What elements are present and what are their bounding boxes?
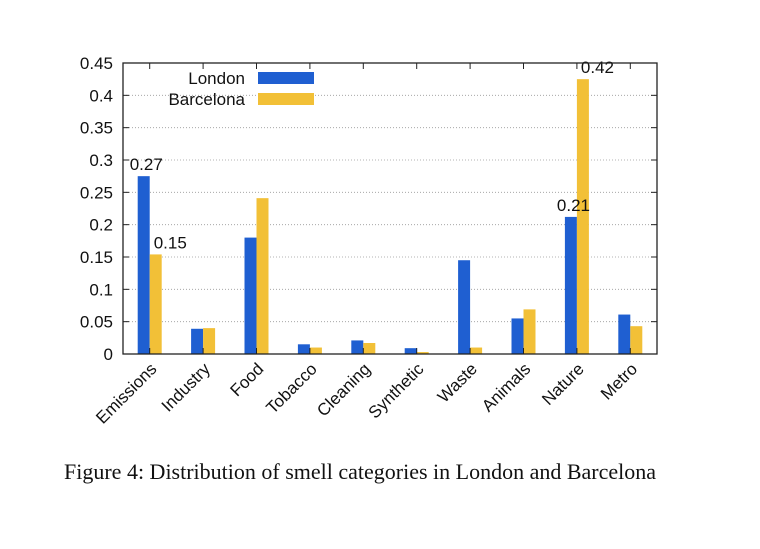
bar-london-synthetic — [404, 348, 417, 354]
x-tick-label: Synthetic — [365, 359, 428, 422]
legend-label: London — [188, 69, 245, 88]
bar-barcelona-cleaning — [363, 343, 376, 354]
plot-frame — [122, 62, 658, 355]
bar-london-food — [244, 237, 257, 354]
bar-barcelona-tobacco — [309, 347, 322, 354]
x-tick-label: Industry — [158, 359, 215, 416]
legend-swatch — [258, 93, 314, 105]
bar-london-cleaning — [351, 340, 364, 354]
x-tick-label: Food — [226, 359, 267, 400]
data-label: 0.27 — [130, 155, 163, 174]
data-label: 0.42 — [581, 58, 614, 77]
x-tick-label: Metro — [597, 359, 641, 403]
y-tick-label: 0.4 — [89, 86, 113, 105]
bar-chart: 0 0.05 0.1 0.15 0.2 0.25 0.3 0.35 0.4 0.45 Emissio… — [80, 54, 658, 428]
y-tick-label: 0.2 — [89, 216, 113, 235]
x-tick-label: Waste — [434, 359, 481, 406]
bar-barcelona-food — [256, 198, 269, 354]
bar-barcelona-synthetic — [416, 352, 429, 354]
bar-barcelona-emissions — [149, 254, 162, 354]
data-label: 0.21 — [557, 196, 590, 215]
legend-label: Barcelona — [168, 90, 245, 109]
bar-london-nature — [564, 216, 577, 354]
y-tick-label: 0.35 — [80, 119, 113, 138]
bar-london-metro — [618, 314, 631, 354]
y-tick-label: 0.05 — [80, 313, 113, 332]
y-tick-label: 0.1 — [89, 280, 113, 299]
y-tick-label: 0.3 — [89, 151, 113, 170]
figure-caption: Figure 4: Distribution of smell categori… — [64, 459, 657, 484]
bar-barcelona-metro — [630, 326, 643, 354]
y-tick-label: 0.45 — [80, 54, 113, 73]
x-tick-label: Cleaning — [313, 359, 374, 420]
bar-london-tobacco — [297, 344, 310, 354]
y-tick-label: 0.25 — [80, 183, 113, 202]
bar-london-animals — [511, 318, 524, 354]
bar-barcelona-industry — [203, 328, 216, 354]
x-tick-label: Tobacco — [263, 359, 321, 417]
bar-london-emissions — [137, 176, 150, 354]
legend-swatch — [258, 72, 314, 84]
y-tick-label: 0 — [104, 345, 113, 364]
data-label: 0.15 — [154, 233, 187, 252]
bar-london-industry — [191, 328, 204, 354]
x-tick-label: Emissions — [92, 359, 160, 427]
bar-london-waste — [458, 260, 471, 354]
bar-barcelona-animals — [523, 309, 536, 354]
x-tick-label: Nature — [538, 359, 588, 409]
x-tick-label: Animals — [478, 359, 534, 415]
y-tick-label: 0.15 — [80, 248, 113, 267]
bar-barcelona-nature — [576, 79, 589, 355]
bar-barcelona-waste — [470, 347, 483, 354]
